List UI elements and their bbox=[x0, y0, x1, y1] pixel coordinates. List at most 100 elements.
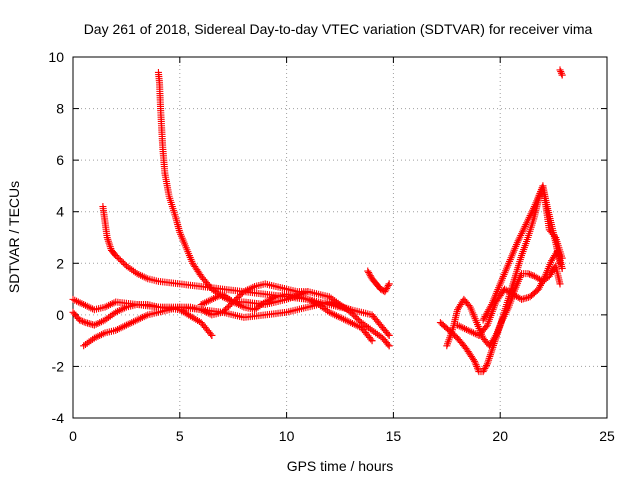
data-point bbox=[104, 237, 112, 245]
data-points bbox=[69, 66, 566, 376]
data-point bbox=[83, 302, 91, 310]
data-point bbox=[197, 301, 205, 309]
data-point bbox=[529, 272, 537, 280]
data-point bbox=[223, 304, 231, 312]
data-point bbox=[453, 321, 461, 329]
data-point bbox=[556, 66, 564, 74]
data-point bbox=[481, 364, 489, 372]
data-point bbox=[108, 300, 116, 308]
data-point bbox=[251, 306, 259, 314]
data-point bbox=[112, 252, 120, 260]
data-point bbox=[94, 319, 102, 327]
data-point bbox=[137, 271, 145, 279]
x-axis-title: GPS time / hours bbox=[287, 458, 394, 474]
data-point bbox=[122, 321, 130, 329]
data-point bbox=[332, 312, 340, 320]
data-point bbox=[105, 301, 113, 309]
data-point bbox=[211, 288, 219, 296]
data-point bbox=[558, 71, 566, 79]
data-point bbox=[69, 295, 77, 303]
data-point bbox=[550, 232, 558, 240]
plot-frame bbox=[72, 56, 608, 419]
data-point bbox=[89, 335, 97, 343]
data-point bbox=[96, 331, 104, 339]
data-point bbox=[345, 318, 353, 326]
data-point bbox=[373, 330, 381, 338]
data-point bbox=[133, 270, 141, 278]
data-point bbox=[365, 270, 373, 278]
data-point bbox=[334, 313, 342, 321]
data-point bbox=[341, 304, 349, 312]
data-point bbox=[208, 295, 216, 303]
data-point bbox=[325, 293, 333, 301]
series-trace-5 bbox=[80, 280, 393, 350]
data-point bbox=[466, 327, 474, 335]
data-point bbox=[470, 329, 477, 337]
data-point bbox=[354, 322, 362, 330]
data-point bbox=[80, 342, 88, 350]
data-point bbox=[324, 307, 332, 315]
data-point bbox=[491, 333, 499, 341]
data-point bbox=[267, 295, 275, 303]
data-point bbox=[526, 270, 534, 278]
data-point bbox=[115, 254, 123, 262]
data-point bbox=[204, 297, 212, 305]
data-point bbox=[124, 320, 132, 328]
data-point bbox=[137, 314, 145, 322]
data-point bbox=[199, 307, 207, 315]
data-point bbox=[483, 361, 491, 369]
data-point bbox=[557, 68, 565, 76]
data-point bbox=[320, 304, 328, 312]
series-trace-7 bbox=[364, 267, 393, 296]
data-point bbox=[382, 286, 390, 294]
data-point bbox=[78, 300, 86, 308]
data-point bbox=[128, 319, 136, 327]
data-point bbox=[211, 294, 219, 302]
data-point bbox=[329, 295, 337, 303]
chart-title: Day 261 of 2018, Sidereal Day-to-day VTE… bbox=[84, 21, 593, 37]
data-point bbox=[116, 256, 124, 264]
data-point bbox=[124, 263, 132, 271]
data-point bbox=[353, 314, 361, 322]
data-point bbox=[135, 315, 143, 323]
data-point bbox=[348, 319, 356, 327]
data-point bbox=[233, 300, 241, 308]
data-point bbox=[350, 311, 358, 319]
data-point bbox=[340, 315, 348, 323]
data-point bbox=[235, 301, 243, 309]
data-point bbox=[203, 308, 210, 316]
data-point bbox=[364, 324, 372, 332]
data-point bbox=[122, 262, 130, 270]
data-point bbox=[468, 328, 476, 336]
data-point bbox=[104, 235, 112, 243]
data-point bbox=[112, 326, 120, 334]
data-point bbox=[558, 254, 566, 262]
data-point bbox=[309, 298, 317, 306]
series-trace-2 bbox=[154, 68, 312, 309]
data-point bbox=[384, 330, 392, 338]
data-point bbox=[247, 284, 255, 292]
data-point bbox=[384, 281, 392, 289]
data-point bbox=[140, 273, 148, 281]
data-point bbox=[183, 310, 191, 318]
data-point bbox=[336, 313, 344, 321]
data-point bbox=[238, 302, 246, 310]
data-point bbox=[306, 296, 314, 304]
data-point bbox=[222, 293, 230, 301]
x-tick-label: 10 bbox=[279, 428, 295, 444]
x-tick-label: 0 bbox=[69, 428, 77, 444]
x-tick-label: 15 bbox=[386, 428, 402, 444]
data-point bbox=[106, 301, 114, 309]
data-point bbox=[130, 318, 138, 326]
data-point bbox=[524, 270, 532, 278]
data-point bbox=[113, 253, 121, 261]
data-point bbox=[87, 337, 95, 345]
data-point bbox=[81, 301, 89, 309]
data-point bbox=[213, 293, 221, 301]
data-point bbox=[73, 297, 81, 305]
data-point bbox=[227, 297, 235, 305]
data-point bbox=[385, 331, 393, 339]
series-trace-10 bbox=[453, 246, 566, 339]
data-point bbox=[126, 264, 134, 272]
data-point bbox=[263, 297, 271, 305]
